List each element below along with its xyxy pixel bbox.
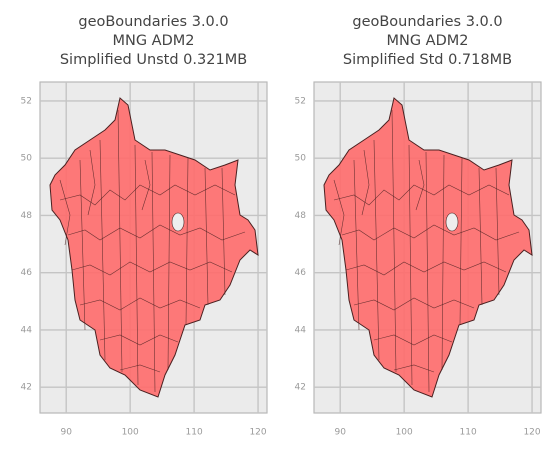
x-tick-label: 110 bbox=[186, 428, 203, 438]
y-tick-label: 48 bbox=[21, 211, 33, 221]
y-tick-label: 42 bbox=[21, 383, 32, 393]
panel-title: Simplified Unstd 0.321MB bbox=[60, 52, 247, 68]
y-tick-label: 42 bbox=[295, 383, 306, 393]
map-panel: geoBoundaries 3.0.0 MNG ADM2 Simplified St… bbox=[295, 14, 542, 438]
panel-title: MNG ADM2 bbox=[386, 33, 468, 49]
y-tick-label: 44 bbox=[295, 325, 307, 335]
x-tick-label: 120 bbox=[523, 428, 540, 438]
y-tick-label: 48 bbox=[295, 211, 307, 221]
x-tick-label: 90 bbox=[334, 428, 346, 438]
y-tick-label: 50 bbox=[21, 154, 33, 164]
x-tick-label: 90 bbox=[60, 428, 72, 438]
x-tick-label: 100 bbox=[396, 428, 413, 438]
x-tick-label: 110 bbox=[460, 428, 477, 438]
panel-title: Simplified Std 0.718MB bbox=[343, 52, 512, 68]
map-panel: geoBoundaries 3.0.0 MNG ADM2 Simplified Un… bbox=[21, 14, 268, 438]
x-tick-label: 120 bbox=[249, 428, 266, 438]
panel-title: geoBoundaries 3.0.0 bbox=[352, 14, 502, 30]
y-tick-label: 52 bbox=[295, 96, 306, 106]
panel-title: MNG ADM2 bbox=[112, 33, 194, 49]
x-tick-label: 100 bbox=[122, 428, 139, 438]
panel-title: geoBoundaries 3.0.0 bbox=[78, 14, 228, 30]
y-tick-label: 46 bbox=[21, 268, 33, 278]
y-tick-label: 46 bbox=[295, 268, 307, 278]
y-tick-label: 50 bbox=[295, 154, 307, 164]
y-tick-label: 52 bbox=[21, 96, 32, 106]
y-tick-label: 44 bbox=[21, 325, 33, 335]
